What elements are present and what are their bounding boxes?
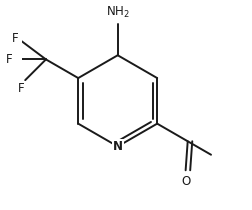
Text: F: F [12,32,18,45]
Text: N: N [113,140,123,153]
Text: F: F [18,82,24,95]
Text: O: O [181,175,190,188]
Text: F: F [6,53,13,66]
Text: NH$_2$: NH$_2$ [106,5,130,20]
